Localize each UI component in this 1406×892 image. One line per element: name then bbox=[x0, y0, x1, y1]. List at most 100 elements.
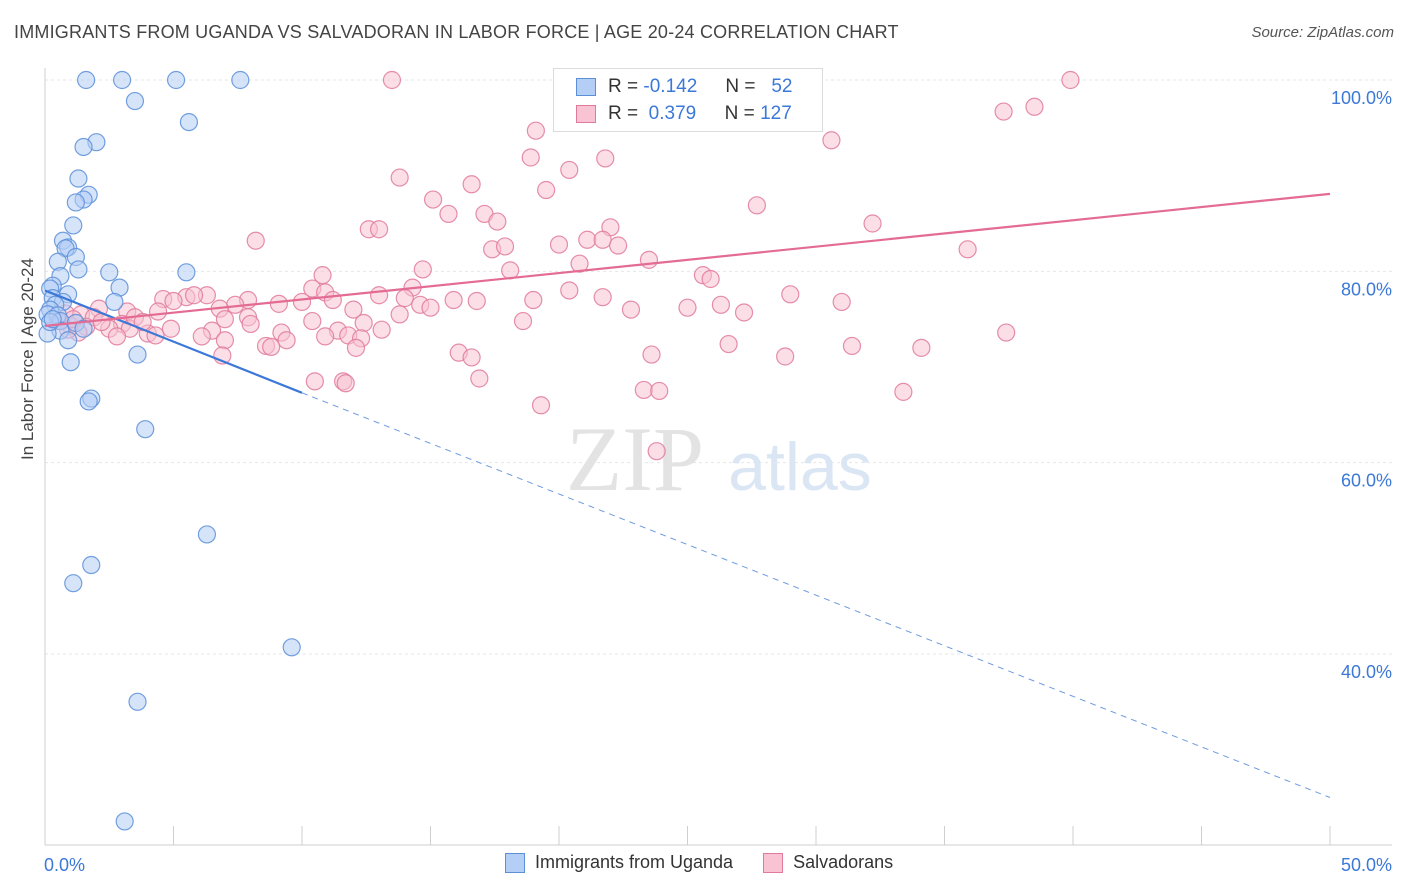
point-uganda bbox=[59, 331, 78, 350]
point-uganda bbox=[177, 263, 196, 282]
point-salvadorans bbox=[184, 286, 204, 305]
point-salvadorans bbox=[462, 175, 481, 194]
data-points bbox=[38, 70, 1080, 831]
point-uganda bbox=[105, 292, 124, 312]
point-salvadorans bbox=[423, 190, 443, 209]
legend-swatch-salvadorans bbox=[763, 852, 784, 873]
n-label: N = bbox=[725, 76, 756, 97]
point-uganda bbox=[69, 169, 88, 188]
y-tick-label: 80.0% bbox=[1341, 279, 1392, 299]
y-axis-label: In Labor Force | Age 20-24 bbox=[18, 258, 37, 460]
r-value-salvadorans: 0.379 bbox=[648, 103, 697, 124]
point-salvadorans bbox=[832, 292, 851, 312]
point-uganda bbox=[82, 555, 101, 575]
point-uganda bbox=[61, 353, 80, 372]
watermark-zip: ZIP bbox=[566, 408, 704, 510]
point-salvadorans bbox=[560, 160, 579, 180]
point-salvadorans bbox=[549, 235, 569, 254]
point-salvadorans bbox=[634, 380, 653, 400]
point-salvadorans bbox=[501, 261, 520, 280]
point-salvadorans bbox=[316, 327, 335, 346]
point-salvadorans bbox=[747, 196, 766, 215]
point-salvadorans bbox=[639, 250, 659, 269]
point-salvadorans bbox=[344, 300, 363, 319]
n-value-salvadorans: 127 bbox=[760, 103, 792, 124]
point-salvadorans bbox=[241, 314, 260, 334]
point-uganda bbox=[115, 812, 134, 831]
point-uganda bbox=[43, 310, 62, 329]
point-salvadorans bbox=[719, 334, 738, 354]
point-uganda bbox=[125, 91, 145, 111]
point-uganda bbox=[166, 70, 186, 90]
point-uganda bbox=[74, 137, 93, 157]
point-uganda bbox=[136, 420, 155, 439]
point-salvadorans bbox=[215, 310, 234, 329]
point-uganda bbox=[74, 319, 93, 338]
y-tick-label: 60.0% bbox=[1341, 471, 1392, 491]
point-salvadorans bbox=[192, 327, 211, 346]
watermark: ZIP atlas bbox=[566, 408, 872, 510]
point-salvadorans bbox=[370, 220, 389, 239]
point-salvadorans bbox=[421, 298, 440, 317]
point-salvadorans bbox=[526, 121, 545, 140]
point-salvadorans bbox=[734, 303, 754, 322]
trend-line-uganda-extension bbox=[301, 392, 1331, 798]
n-value-uganda: 52 bbox=[771, 76, 793, 97]
source-label: Source: ZipAtlas.com bbox=[1251, 24, 1394, 41]
point-salvadorans bbox=[148, 302, 168, 321]
point-salvadorans bbox=[346, 338, 366, 357]
point-salvadorans bbox=[262, 337, 281, 357]
point-uganda bbox=[79, 392, 98, 411]
point-uganda bbox=[231, 70, 250, 90]
point-salvadorans bbox=[395, 289, 414, 308]
point-salvadorans bbox=[578, 230, 597, 249]
point-salvadorans bbox=[336, 374, 355, 393]
point-salvadorans bbox=[107, 327, 127, 346]
point-salvadorans bbox=[161, 319, 181, 338]
point-salvadorans bbox=[912, 338, 931, 357]
x-tick-label: 50.0% bbox=[1341, 855, 1392, 875]
legend-row-salvadorans: R = 0.379 N = 127 bbox=[576, 103, 792, 125]
point-uganda bbox=[66, 193, 85, 212]
point-salvadorans bbox=[650, 381, 669, 401]
stats-legend: R = -0.142 N = 52 R = 0.379 N = 127 bbox=[553, 68, 823, 132]
point-salvadorans bbox=[444, 290, 463, 310]
point-salvadorans bbox=[537, 180, 556, 200]
point-salvadorans bbox=[467, 291, 486, 311]
point-salvadorans bbox=[323, 290, 342, 310]
point-uganda bbox=[100, 263, 119, 282]
r-label: R = bbox=[608, 76, 639, 97]
legend-swatch-salvadorans bbox=[576, 105, 596, 123]
y-tick-label: 100.0% bbox=[1331, 88, 1392, 108]
point-uganda bbox=[197, 525, 217, 544]
grid-lines bbox=[45, 79, 1392, 655]
legend-label-salvadorans: Salvadorans bbox=[793, 852, 894, 872]
point-salvadorans bbox=[390, 305, 409, 324]
point-salvadorans bbox=[958, 240, 977, 259]
chart-title: IMMIGRANTS FROM UGANDA VS SALVADORAN IN … bbox=[14, 22, 899, 42]
point-salvadorans bbox=[513, 311, 533, 331]
point-salvadorans bbox=[781, 285, 800, 304]
point-salvadorans bbox=[372, 320, 391, 339]
point-salvadorans bbox=[292, 292, 312, 312]
point-salvadorans bbox=[842, 336, 862, 356]
point-uganda bbox=[77, 70, 96, 90]
point-salvadorans bbox=[997, 323, 1016, 342]
point-salvadorans bbox=[863, 214, 882, 233]
point-salvadorans bbox=[470, 369, 489, 388]
point-salvadorans bbox=[521, 148, 540, 167]
watermark-atlas: atlas bbox=[728, 429, 872, 505]
point-uganda bbox=[112, 70, 132, 90]
point-salvadorans bbox=[1061, 70, 1080, 90]
trend-line-salvadorans bbox=[44, 192, 1331, 327]
series-legend: Immigrants from Uganda Salvadorans bbox=[505, 852, 893, 873]
point-salvadorans bbox=[994, 102, 1013, 121]
point-uganda bbox=[128, 345, 147, 364]
legend-swatch-uganda bbox=[576, 78, 596, 96]
point-salvadorans bbox=[164, 291, 183, 311]
point-salvadorans bbox=[822, 131, 841, 150]
y-tick-label: 40.0% bbox=[1341, 662, 1392, 682]
r-label: R = bbox=[608, 103, 639, 124]
point-uganda bbox=[64, 216, 83, 235]
